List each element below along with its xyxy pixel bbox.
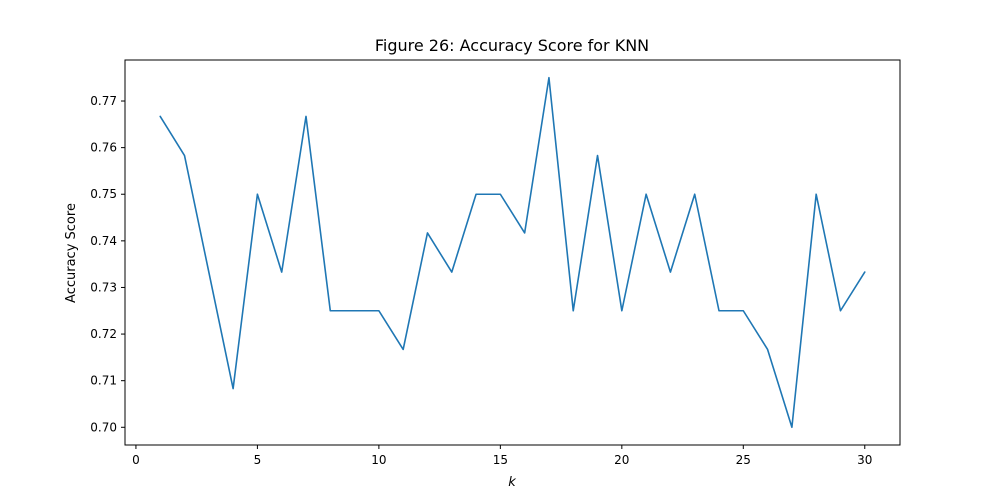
- y-tick-label: 0.74: [90, 234, 117, 248]
- x-axis-label: k: [508, 475, 516, 490]
- y-axis: 0.70 0.71 0.72 0.73 0.74 0.75 0.76 0.77: [90, 94, 125, 434]
- x-tick-label: 5: [254, 453, 262, 467]
- y-tick-label: 0.70: [90, 420, 117, 434]
- plot-frame: [124, 59, 901, 446]
- x-tick-label: 0: [132, 453, 140, 467]
- y-tick-label: 0.77: [90, 94, 117, 108]
- plot-area: [159, 76, 866, 429]
- x-axis: 0 5 10 15 20 25 30: [132, 445, 872, 467]
- y-tick-label: 0.71: [90, 374, 117, 388]
- y-axis-label: Accuracy Score: [64, 203, 79, 303]
- chart-title: Figure 26: Accuracy Score for KNN: [375, 36, 649, 55]
- series-line-0: [159, 76, 866, 429]
- x-tick-label: 30: [857, 453, 872, 467]
- y-tick-label: 0.76: [90, 141, 117, 155]
- x-tick-label: 10: [371, 453, 386, 467]
- y-tick-label: 0.75: [90, 187, 117, 201]
- x-tick-label: 25: [736, 453, 751, 467]
- x-tick-label: 20: [614, 453, 629, 467]
- y-tick-label: 0.73: [90, 280, 117, 294]
- y-tick-label: 0.72: [90, 327, 117, 341]
- x-tick-label: 15: [493, 453, 508, 467]
